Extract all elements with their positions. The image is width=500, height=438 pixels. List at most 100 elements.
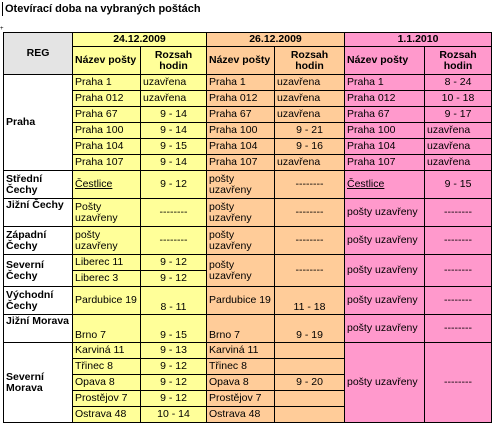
col-name-header: Název pošty — [206, 46, 275, 75]
table-row: Liberec 3 9 - 12 — [4, 270, 492, 287]
post-hours: uzavřena — [424, 122, 492, 139]
post-hours: 9 - 21 — [274, 122, 345, 139]
post-hours: 9 - 12 — [140, 390, 207, 407]
post-hours: uzavřena — [274, 154, 345, 171]
post-name: pošty uzavřeny — [344, 342, 425, 423]
post-name: Praha 104 — [206, 138, 275, 155]
table-row: Ostrava 48 10 - 14 Ostrava 48 — [4, 406, 492, 423]
post-name: Ostrava 48 — [72, 406, 141, 423]
post-name: Praha 012 — [206, 90, 275, 107]
post-name: Praha 100 — [206, 122, 275, 139]
post-hours — [274, 342, 345, 359]
table-row: Prostějov 7 9 - 12 Prostějov 7 — [4, 390, 492, 407]
table-row: Jižní Čechy Pošty uzavřeny -------- pošt… — [3, 198, 492, 227]
table-row: Opava 8 9 - 12 Opava 8 9 - 20 — [4, 374, 492, 391]
post-name: pošty uzavřeny — [72, 226, 141, 255]
post-hours: uzavřena — [424, 154, 492, 171]
table-row: Jižní Morava Brno 7 9 - 15 Brno 7 9 - 19… — [3, 314, 492, 343]
post-name: Praha 104 — [344, 138, 425, 155]
post-hours: 9 - 14 — [140, 154, 207, 171]
post-name: pošty uzavřeny — [206, 170, 275, 199]
opening-hours-table: REG 24.12.2009 26.12.2009 1.1.2010 Název… — [3, 32, 492, 423]
post-name: Praha 107 — [72, 154, 141, 171]
post-name: Praha 107 — [206, 154, 275, 171]
region-cell: Severní Morava — [3, 342, 73, 423]
post-hours: 9 - 13 — [140, 342, 207, 359]
post-hours: uzavřena — [140, 90, 207, 107]
post-hours — [274, 358, 345, 375]
post-name: Praha 100 — [344, 122, 425, 139]
post-hours: -------- — [424, 314, 492, 343]
post-hours: uzavřena — [274, 74, 345, 91]
post-hours: 9 - 16 — [274, 138, 345, 155]
post-name: Liberec 11 — [72, 254, 141, 271]
post-name: Pardubice 19 — [72, 286, 141, 315]
col-hours-header: Rozsah hodin — [140, 46, 207, 75]
post-name: pošty uzavřeny — [344, 254, 425, 287]
post-hours: 9 - 20 — [274, 374, 345, 391]
table-row: Praha 67 9 - 14 Praha 67 uzavřena Praha … — [4, 106, 492, 123]
post-hours: 9 - 12 — [140, 270, 207, 287]
table-row: Praha Praha 1 uzavřena Praha 1 uzavřena … — [3, 74, 492, 171]
post-name: Karviná 11 — [206, 342, 275, 359]
post-name: Praha 67 — [344, 106, 425, 123]
post-hours: 9 - 14 — [140, 106, 207, 123]
post-hours: uzavřena — [424, 138, 492, 155]
region-cell: Jižní Čechy — [3, 198, 73, 227]
post-hours: -------- — [424, 254, 492, 287]
post-name: Třinec 8 — [72, 358, 141, 375]
post-name: Opava 8 — [72, 374, 141, 391]
table-row: Severní Čechy Liberec 11 9 - 12 pošty uz… — [3, 254, 492, 287]
table-row: Střední Čechy Čestlice 9 - 12 pošty uzav… — [3, 170, 492, 199]
post-hours: 8 - 24 — [424, 74, 492, 91]
reg-header: REG — [3, 32, 73, 75]
post-hours: 9 - 15 — [140, 138, 207, 155]
post-hours: 10 - 18 — [424, 90, 492, 107]
post-hours: -------- — [140, 226, 207, 255]
col-hours-header: Rozsah hodin — [274, 46, 345, 75]
post-name: Praha 100 — [72, 122, 141, 139]
date-header-26-12: 26.12.2009 — [206, 32, 345, 47]
col-name-header: Název pošty — [72, 46, 141, 75]
post-hours: -------- — [424, 286, 492, 315]
date-header-24-12: 24.12.2009 — [72, 32, 207, 47]
post-name: Liberec 3 — [72, 270, 141, 287]
post-name: Karviná 11 — [72, 342, 141, 359]
post-hours: -------- — [274, 226, 345, 255]
table-row: Praha 104 9 - 15 Praha 104 9 - 16 Praha … — [4, 138, 492, 155]
post-name: Prostějov 7 — [206, 390, 275, 407]
region-cell: Západní Čechy — [3, 226, 73, 255]
date-header-1-1: 1.1.2010 — [344, 32, 492, 47]
post-hours: 9 - 12 — [140, 170, 207, 199]
post-hours: uzavřena — [274, 106, 345, 123]
region-cell: Východní Čechy — [3, 286, 73, 315]
table-row: Praha 012 uzavřena Praha 012 uzavřena Pr… — [4, 90, 492, 107]
region-cell: Severní Čechy — [3, 254, 73, 287]
post-name: pošty uzavřeny — [206, 198, 275, 227]
post-name: Opava 8 — [206, 374, 275, 391]
table-row: Severní Morava Karviná 11 9 - 13 Karviná… — [3, 342, 492, 423]
post-name: pošty uzavřeny — [344, 314, 425, 343]
post-hours: 9 - 12 — [140, 358, 207, 375]
post-name: pošty uzavřeny — [344, 286, 425, 315]
post-name: Praha 012 — [72, 90, 141, 107]
post-hours: 9 - 12 — [140, 254, 207, 271]
table-row: Západní Čechy pošty uzavřeny -------- po… — [3, 226, 492, 255]
table-row: Praha 107 9 - 14 Praha 107 uzavřena Prah… — [4, 154, 492, 171]
post-name: Praha 1 — [206, 74, 275, 91]
post-hours: 9 - 14 — [140, 122, 207, 139]
post-name: Praha 104 — [72, 138, 141, 155]
col-name-header: Název pošty — [344, 46, 425, 75]
post-hours: uzavřena — [274, 90, 345, 107]
region-cell: Jižní Morava — [3, 314, 73, 343]
post-hours: 10 - 14 — [140, 406, 207, 423]
post-name: pošty uzavřeny — [206, 226, 275, 255]
post-hours: -------- — [140, 198, 207, 227]
table-move-handle[interactable]: + — [0, 26, 4, 32]
post-hours: 11 - 18 — [274, 286, 345, 315]
region-cell: Praha — [3, 74, 73, 171]
post-hours: 9 - 12 — [140, 374, 207, 391]
post-name: Prostějov 7 — [72, 390, 141, 407]
table-row: Východní Čechy Pardubice 19 8 - 11 Pardu… — [3, 286, 492, 315]
post-name: pošty uzavřeny — [206, 254, 275, 287]
